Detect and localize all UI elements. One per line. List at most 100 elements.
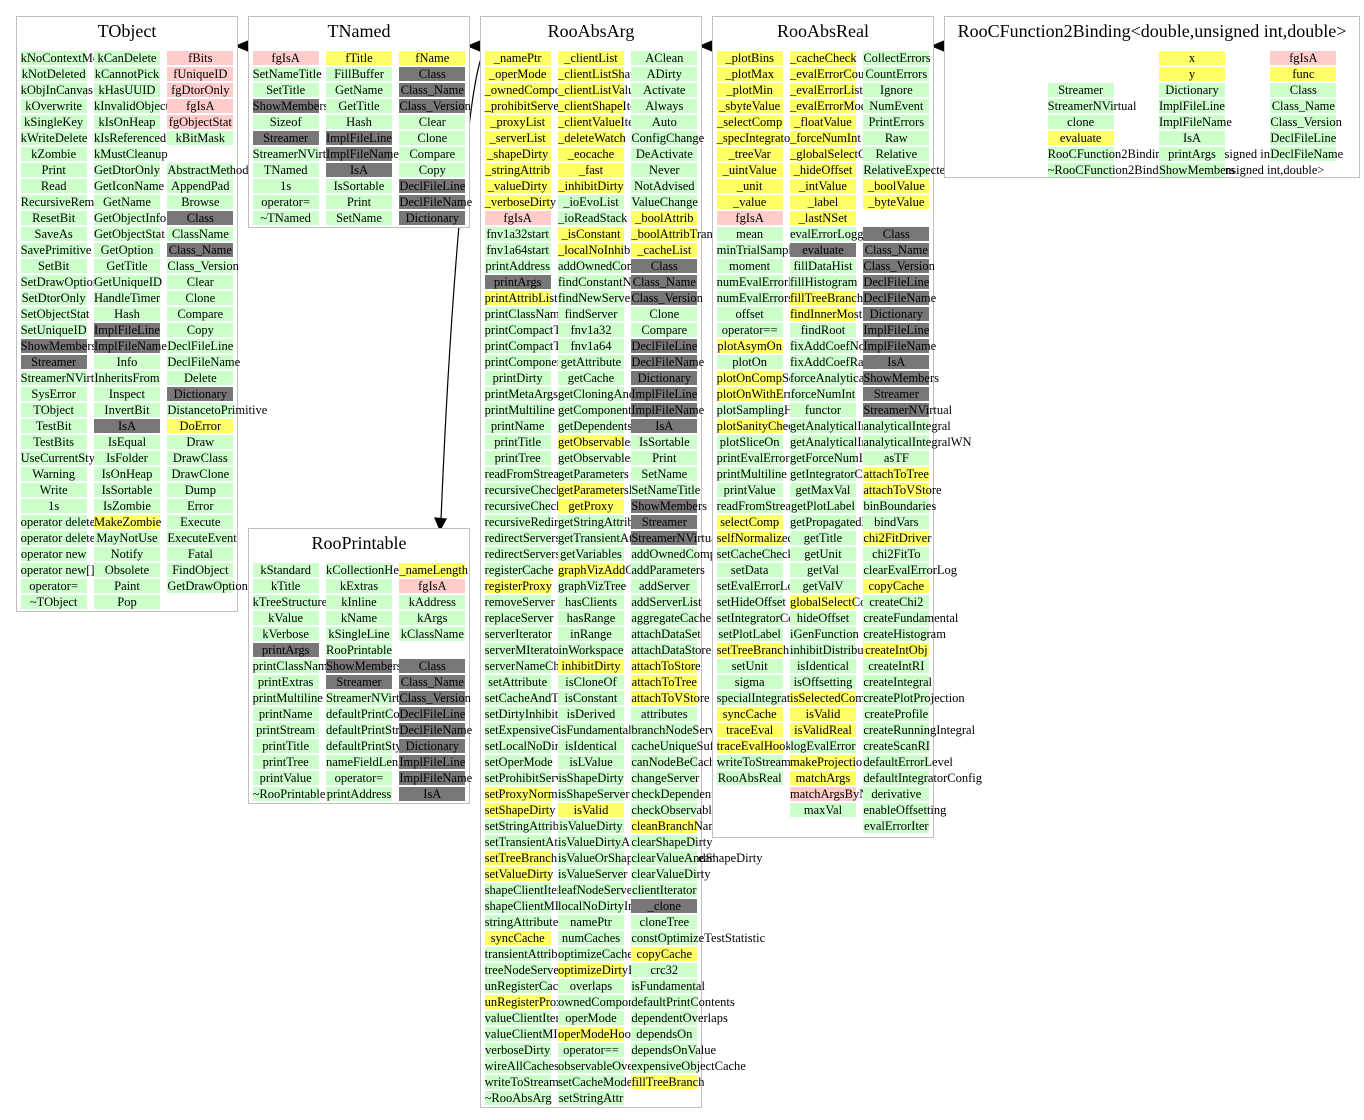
member-cell: 1s	[252, 179, 319, 193]
member-cell: printStream	[252, 723, 319, 737]
class-title: TNamed	[327, 21, 391, 41]
member-cell: Class_Name	[399, 675, 466, 689]
member-cell: kSingleLine	[325, 627, 392, 641]
member-cell: IsA	[1158, 131, 1225, 145]
member-cell: GetIconName	[93, 179, 165, 193]
member-cell: syncCache	[484, 931, 551, 945]
member-cell: kZombie	[20, 147, 87, 161]
member-cell: DeclFileName	[399, 723, 473, 737]
member-cell: globalSelectComp	[789, 595, 883, 609]
member-cell: GetDrawOption	[167, 579, 248, 593]
member-cell: localNoDirtyInhibit	[557, 899, 658, 913]
member-cell: _value	[716, 195, 783, 209]
class-box-roocfunction2binding[interactable]: RooCFunction2Binding<double,unsigned int…	[944, 16, 1360, 178]
member-cell: Obsolete	[93, 563, 160, 577]
member-cell: printCompactTreeHook	[484, 339, 604, 353]
member-cell: Copy	[167, 323, 234, 337]
member-cell: _ownedComponents	[484, 83, 588, 97]
member-cell: shapeClientIterator	[484, 883, 581, 897]
member-cell: printMetaArgs	[484, 387, 559, 401]
member-cell: IsA	[863, 355, 930, 369]
member-cell: graphVizTree	[557, 579, 627, 593]
member-cell: func	[1270, 67, 1337, 81]
member-cell: printDirty	[484, 371, 551, 385]
member-cell: RooPrintable	[325, 643, 392, 657]
member-cell: plotOn	[716, 355, 783, 369]
class-box-rooprintable[interactable]: RooPrintable kStandard kTitle kTreeStructu…	[248, 528, 473, 804]
member-cell: redirectServers	[484, 531, 561, 545]
member-cell: getParameters	[557, 467, 629, 481]
member-cell: InheritsFrom	[93, 371, 160, 385]
member-cell: isValueDirtyAndClear	[557, 835, 670, 849]
member-cell: printAttribList	[484, 291, 558, 305]
member-cell: _evalErrorMode	[789, 99, 873, 113]
class-box-tobject[interactable]: TObject kNoContextMenu kNotDeleted kObjInC…	[16, 16, 267, 612]
member-cell: setTreeBranchStatus	[716, 643, 820, 657]
member-cell: ImplFileName	[93, 339, 167, 353]
member-cell: printTree	[252, 755, 319, 769]
member-cell: createIntegral	[863, 675, 933, 689]
class-title: RooAbsReal	[777, 21, 869, 41]
member-cell: Browse	[167, 195, 234, 209]
class-box-rooabsarg[interactable]: RooAbsArg _namePtr _operMode _ownedCompone…	[480, 16, 779, 1108]
class-title: RooCFunction2Binding<double,unsigned int…	[957, 21, 1347, 41]
member-cell: printCompactTree	[484, 323, 576, 337]
member-cell: Clone	[631, 307, 698, 321]
member-cell: _nameLength	[399, 563, 469, 577]
member-cell: setTransientAttribute	[484, 835, 591, 849]
member-cell: _operMode	[484, 67, 551, 81]
member-cell: createIntRI	[863, 659, 930, 673]
member-cell: kMustCleanup	[93, 147, 168, 161]
member-cell: Notify	[93, 547, 160, 561]
member-cell: addParameters	[631, 563, 705, 577]
member-cell: _proxyList	[484, 115, 551, 129]
member-cell: cloneTree	[631, 915, 698, 929]
member-cell: ImplFileLine	[399, 755, 466, 769]
member-cell: _forceNumInt	[789, 131, 861, 145]
member-cell: derivative	[863, 787, 930, 801]
member-column: fgIsA func Class Class_Name Class_Version Dec…	[1270, 51, 1343, 179]
member-cell: fnv1a32start	[484, 227, 551, 241]
member-cell: printClassName	[252, 659, 334, 673]
member-cell: ImplFileName	[631, 403, 705, 417]
member-cell: y	[1158, 67, 1225, 81]
member-cell: MayNotUse	[93, 531, 160, 545]
member-cell: _shapeDirty	[484, 147, 551, 161]
member-cell: kCollectionHeader	[325, 563, 421, 577]
member-cell: observableOverlaps	[557, 1059, 658, 1073]
member-cell: transientAttributes	[484, 947, 578, 961]
member-cell: ResetBit	[20, 211, 87, 225]
member-column: fName Class Class_Name Class_Version Clear Cl…	[399, 51, 473, 227]
member-cell: ~RooAbsArg	[484, 1091, 552, 1105]
member-cell: isIdentical	[557, 739, 624, 753]
member-cell: ~TObject	[20, 595, 87, 609]
member-cell: kWriteDelete	[20, 131, 88, 145]
class-box-tnamed[interactable]: TNamed fgIsA SetNameTitle SetTitle ShowMemb…	[248, 16, 473, 228]
member-cell: _uintValue	[716, 163, 783, 177]
member-cell: DeclFileName	[399, 195, 473, 209]
member-cell: Draw	[167, 435, 234, 449]
member-cell: operator delete[]	[20, 531, 104, 545]
member-cell: defaultErrorLevel	[863, 755, 953, 769]
member-cell: attachToTree	[631, 675, 698, 689]
member-cell: ~RooCFunction2Binding<double,unsigned in…	[1047, 163, 1325, 177]
member-cell: ShowMembers	[325, 659, 402, 673]
member-cell: SysError	[20, 387, 87, 401]
member-cell: inRange	[557, 627, 624, 641]
member-cell: addOwnedComponents	[631, 547, 749, 561]
member-cell: IsSortable	[325, 179, 392, 193]
member-cell: Execute	[167, 515, 234, 529]
member-cell: _evalErrorList	[789, 83, 863, 97]
member-cell: printMultiline	[716, 467, 787, 481]
member-cell: kArgs	[399, 611, 466, 625]
member-cell: printArgs	[252, 643, 319, 657]
member-cell: Class_Name	[399, 83, 466, 97]
member-cell: changeServer	[631, 771, 700, 785]
member-cell: fgObjectStat	[167, 115, 234, 129]
class-box-rooabsreal[interactable]: RooAbsReal _plotBins _plotMax _plotMin _sby…	[712, 16, 982, 838]
member-cell: kIsOnHeap	[93, 115, 160, 129]
member-column: kCollectionHeader kExtras kInline kName kSin…	[325, 563, 429, 803]
member-cell: getValV	[789, 579, 856, 593]
member-cell: ShowMembers	[631, 499, 708, 513]
member-cell: fgIsA	[1270, 51, 1337, 65]
